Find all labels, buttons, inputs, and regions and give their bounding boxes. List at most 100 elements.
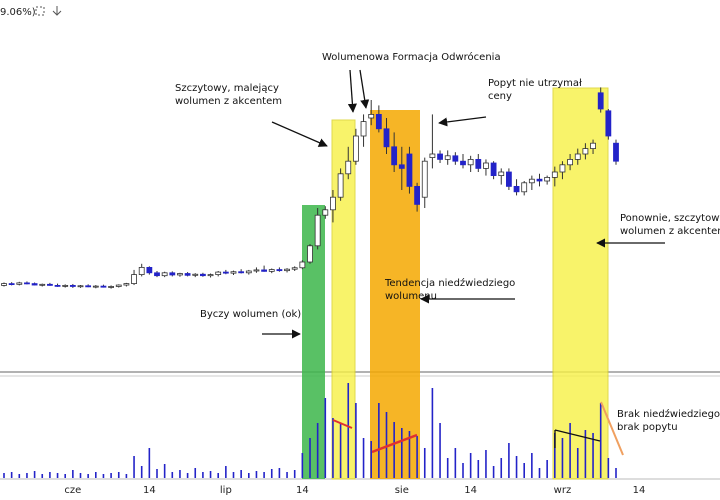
candle-body xyxy=(230,271,237,274)
candle-body xyxy=(131,274,137,285)
candle-body xyxy=(100,285,107,288)
x-tick-label: 14 xyxy=(633,485,646,496)
candle-body xyxy=(551,171,558,178)
candle-body xyxy=(1,283,7,286)
candle-body xyxy=(16,282,23,285)
candle-body xyxy=(69,284,76,287)
candle-body xyxy=(437,153,443,160)
x-tick-label: lip xyxy=(220,485,232,496)
annotation: wolumen z akcentem xyxy=(620,226,720,237)
candle-body xyxy=(77,285,84,288)
trend-line xyxy=(332,419,353,429)
candle-body xyxy=(345,160,352,175)
candle-body xyxy=(559,164,566,173)
candle-body xyxy=(322,209,329,216)
x-tick-label: wrz xyxy=(554,485,572,496)
annotation: Tendencja niedźwiedziego xyxy=(384,277,515,289)
arrow xyxy=(359,69,370,109)
highlight-zone xyxy=(552,87,609,480)
candle-body xyxy=(528,178,535,184)
candle-body xyxy=(253,269,260,272)
candle-body xyxy=(146,266,153,274)
candle-body xyxy=(123,283,130,286)
annotation: Popyt nie utrzymał xyxy=(488,78,582,89)
candle-body xyxy=(192,273,199,276)
candle-body xyxy=(544,176,551,182)
candle-body xyxy=(268,269,275,272)
candle-body xyxy=(460,160,466,166)
candle-body xyxy=(39,283,46,286)
annotation: wolumenu xyxy=(385,291,437,302)
trend-line xyxy=(371,433,418,454)
candle-body xyxy=(199,273,206,277)
candle-body xyxy=(169,272,176,276)
candle-body xyxy=(177,273,183,276)
candle-body xyxy=(582,148,589,155)
candle-body xyxy=(92,285,99,288)
annotation: ceny xyxy=(488,91,512,102)
candle-body xyxy=(54,284,61,287)
arrow xyxy=(438,116,487,127)
candle-body xyxy=(207,274,214,277)
candle-body xyxy=(490,162,497,176)
annotation: Wolumenowa Formacja Odwrócenia xyxy=(322,51,501,63)
candle-body xyxy=(284,268,290,272)
candle-body xyxy=(330,196,336,211)
x-tick-label: sie xyxy=(395,485,409,496)
candle-body xyxy=(184,273,191,276)
change-label: 9.06%) xyxy=(0,7,36,18)
x-tick-label: 14 xyxy=(143,485,156,496)
candle-body xyxy=(444,155,451,160)
candle-body xyxy=(261,269,268,272)
candle-body xyxy=(391,146,398,166)
candle-body xyxy=(85,285,92,288)
candle-body xyxy=(398,164,405,169)
fullscreen-icon[interactable] xyxy=(35,6,45,16)
candle-body xyxy=(597,92,604,110)
candle-body xyxy=(8,283,15,286)
candle-body xyxy=(513,185,520,193)
candle-body xyxy=(238,271,245,274)
candle-body xyxy=(368,114,375,119)
candle-body xyxy=(613,142,619,162)
candle-body xyxy=(108,286,114,288)
candle-body xyxy=(154,272,160,277)
candle-body xyxy=(245,270,252,274)
candle-body xyxy=(115,284,122,287)
candle-body xyxy=(406,153,413,187)
candle-body xyxy=(429,153,436,158)
candle-body xyxy=(421,160,428,198)
x-tick-label: cze xyxy=(64,485,81,496)
candle-body xyxy=(138,266,145,275)
annotation: Ponownie, szczytowy xyxy=(620,213,720,224)
candle-body xyxy=(574,153,581,160)
candle-body xyxy=(222,271,229,274)
candle-body xyxy=(521,182,528,193)
candle-body xyxy=(307,245,313,263)
candle-body xyxy=(498,171,505,176)
candle-body xyxy=(47,283,53,286)
candle-body xyxy=(161,272,168,277)
candle-body xyxy=(452,155,459,162)
candle-body xyxy=(24,282,30,285)
candle-body xyxy=(590,142,596,149)
candle-body xyxy=(352,135,359,162)
highlight-zone xyxy=(331,119,356,480)
download-icon[interactable] xyxy=(52,6,62,16)
candle-body xyxy=(215,271,222,275)
candle-body xyxy=(291,267,298,270)
candle-body xyxy=(536,178,543,182)
candle-body xyxy=(299,261,306,269)
candle-body xyxy=(505,171,512,187)
candle-body xyxy=(375,114,382,130)
annotation: Brak niedźwiedziego xyxy=(617,408,720,420)
candle-body xyxy=(337,173,344,198)
candle-body xyxy=(62,284,69,287)
annotation: wolumen z akcentem xyxy=(175,96,282,107)
arrow xyxy=(271,121,328,147)
candle-body xyxy=(467,158,474,166)
candle-body xyxy=(605,110,612,137)
trend-line xyxy=(554,429,601,448)
candle-body xyxy=(483,162,489,169)
